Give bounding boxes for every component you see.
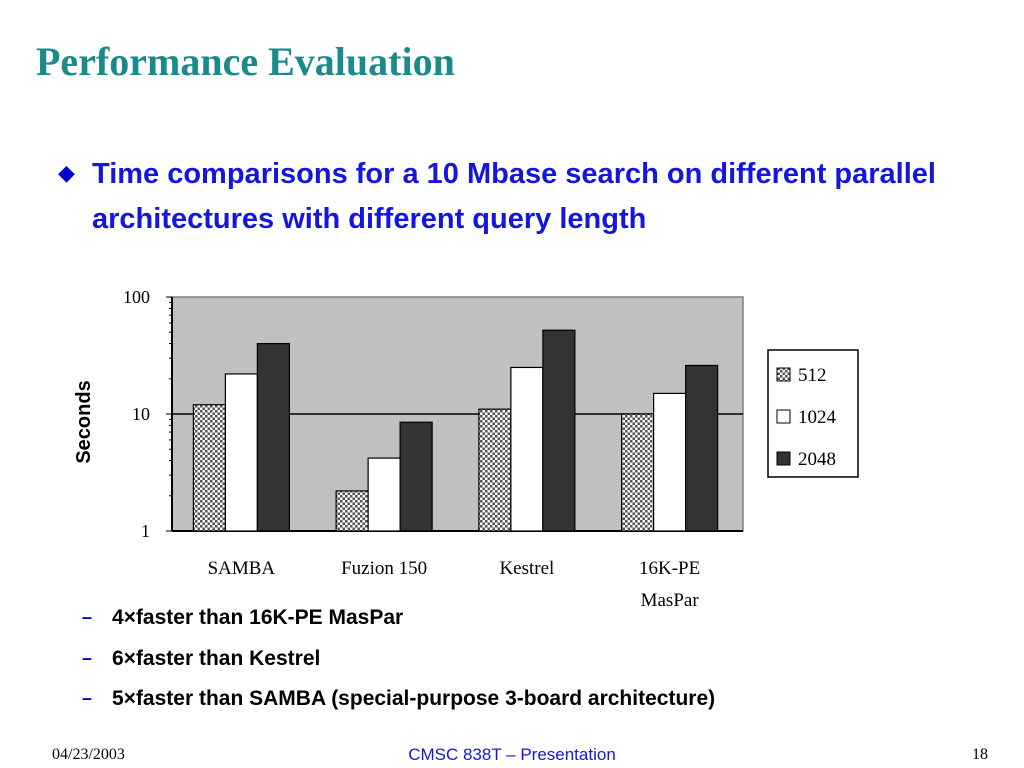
bar <box>621 413 655 532</box>
page-number: 18 <box>972 746 988 763</box>
main-bullet-text: Time comparisons for a 10 Mbase search o… <box>92 158 936 235</box>
legend-swatch <box>776 451 791 466</box>
bar <box>653 392 687 532</box>
bar <box>399 421 433 532</box>
x-tick-label: MasPar <box>641 590 700 610</box>
bar-chart: 1 10 100 Seconds SAMBA Fuzion 150 Kestrel 16K-P… <box>60 280 880 611</box>
bar <box>335 490 369 532</box>
footer-date: 04/23/2003 <box>52 746 125 763</box>
y-tick-label: 1 <box>141 521 150 541</box>
bar <box>510 366 544 532</box>
y-axis-label: Seconds <box>73 380 95 463</box>
x-tick-label: 16K-PE <box>639 558 700 579</box>
sub-bullet-text: 6×faster than Kestrel <box>112 647 321 670</box>
bar <box>542 329 576 532</box>
x-tick-label: Kestrel <box>499 558 554 579</box>
bar <box>478 408 512 532</box>
x-tick-label: Fuzion 150 <box>341 558 427 579</box>
legend-swatch <box>776 367 791 382</box>
sub-bullet-text: 4×faster than 16K-PE MasPar <box>112 606 404 629</box>
sub-bullet-text: 5×faster than SAMBA (special-purpose 3-b… <box>112 687 716 710</box>
y-tick-label: 100 <box>123 287 150 307</box>
dash-bullet-icon: – <box>82 648 93 668</box>
bar <box>224 373 258 532</box>
legend-label: 1024 <box>798 407 837 428</box>
legend-label: 512 <box>798 365 827 386</box>
bar <box>256 342 290 532</box>
legend: 512 1024 2048 <box>767 349 859 478</box>
dash-bullet-icon: – <box>82 688 93 708</box>
x-tick-label: SAMBA <box>208 558 276 579</box>
dash-bullet-icon: – <box>82 607 93 627</box>
slide-title: Performance Evaluation <box>36 39 455 84</box>
y-tick-label: 10 <box>132 404 150 424</box>
bar <box>192 404 226 532</box>
footer-title: CMSC 838T – Presentation <box>408 745 616 764</box>
legend-label: 2048 <box>798 449 836 470</box>
legend-swatch <box>776 409 791 424</box>
bar <box>367 457 401 532</box>
diamond-bullet-icon: ◆ <box>58 160 75 185</box>
chart-svg: 1 10 100 Seconds SAMBA Fuzion 150 Kestrel 16K-P… <box>73 287 859 611</box>
bar <box>685 364 719 532</box>
